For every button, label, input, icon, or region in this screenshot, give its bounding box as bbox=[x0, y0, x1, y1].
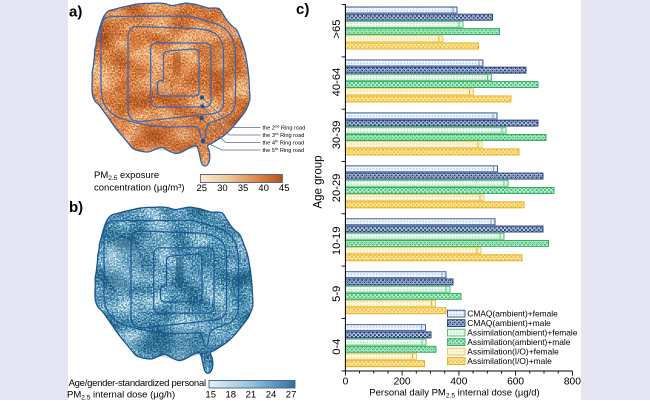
svg-text:21: 21 bbox=[246, 389, 257, 400]
svg-text:10-19: 10-19 bbox=[331, 226, 343, 255]
svg-text:18: 18 bbox=[226, 389, 237, 400]
svg-text:40-64: 40-64 bbox=[331, 68, 343, 97]
svg-text:0: 0 bbox=[343, 376, 349, 387]
svg-text:the 4th Ring road: the 4th Ring road bbox=[263, 139, 305, 147]
svg-text:Assimilation(I/O)+male: Assimilation(I/O)+male bbox=[467, 356, 552, 366]
svg-text:15: 15 bbox=[205, 389, 216, 400]
svg-text:400: 400 bbox=[450, 376, 467, 387]
svg-text:600: 600 bbox=[507, 376, 524, 387]
svg-text:a): a) bbox=[69, 4, 82, 21]
svg-text:200: 200 bbox=[394, 376, 411, 387]
svg-text:CMAQ(ambient)+female: CMAQ(ambient)+female bbox=[467, 309, 558, 319]
svg-text:Assimilation(I/O)+female: Assimilation(I/O)+female bbox=[467, 347, 559, 357]
svg-text:25: 25 bbox=[197, 183, 208, 194]
svg-text:PM2.5 internal dose (µg/h): PM2.5 internal dose (µg/h) bbox=[67, 390, 175, 401]
svg-text:27: 27 bbox=[286, 389, 297, 400]
svg-text:the 2nd Ring road: the 2nd Ring road bbox=[263, 124, 306, 132]
svg-text:35: 35 bbox=[238, 183, 249, 194]
svg-text:CMAQ(ambient)+male: CMAQ(ambient)+male bbox=[467, 318, 551, 328]
svg-text:45: 45 bbox=[279, 183, 290, 194]
svg-text:Assimilation(ambient)+female: Assimilation(ambient)+female bbox=[467, 328, 577, 338]
svg-text:800: 800 bbox=[564, 376, 581, 387]
svg-text:Assimilation(ambient)+male: Assimilation(ambient)+male bbox=[467, 337, 570, 347]
svg-text:5-9: 5-9 bbox=[331, 286, 343, 302]
svg-text:the 3rd Ring road: the 3rd Ring road bbox=[263, 131, 305, 139]
svg-text:0-4: 0-4 bbox=[331, 339, 343, 355]
svg-text:24: 24 bbox=[266, 389, 277, 400]
svg-text:Age/gender-standardized person: Age/gender-standardized personal bbox=[69, 378, 207, 389]
svg-text:30-39: 30-39 bbox=[331, 121, 343, 150]
svg-text:b): b) bbox=[69, 199, 83, 216]
svg-text:c): c) bbox=[296, 1, 309, 18]
svg-text:40: 40 bbox=[258, 183, 269, 194]
svg-text:Age group: Age group bbox=[313, 155, 325, 208]
svg-text:the 5th Ring road: the 5th Ring road bbox=[263, 146, 305, 154]
svg-text:>65: >65 bbox=[331, 20, 343, 39]
svg-text:20-29: 20-29 bbox=[331, 174, 343, 203]
svg-text:concentration (µg/m³): concentration (µg/m³) bbox=[94, 183, 184, 194]
svg-text:Personal daily PM2.5 internal: Personal daily PM2.5 internal dose (µg/d… bbox=[369, 387, 539, 399]
svg-text:30: 30 bbox=[217, 183, 228, 194]
svg-text:PM2.5 exposure: PM2.5 exposure bbox=[94, 170, 159, 182]
